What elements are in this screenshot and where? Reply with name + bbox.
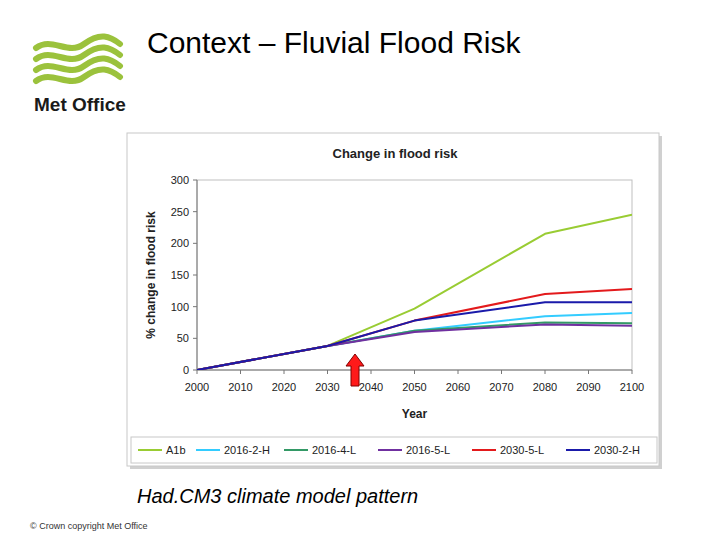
- y-tick-label: 200: [171, 237, 189, 249]
- x-tick-label: 2100: [620, 381, 644, 393]
- y-tick-label: 100: [171, 301, 189, 313]
- y-tick: [193, 211, 197, 212]
- legend-swatch: [138, 449, 162, 451]
- x-axis: [197, 370, 632, 371]
- x-tick-label: 2090: [576, 381, 600, 393]
- caption: Had.CM3 climate model pattern: [137, 485, 418, 507]
- x-tick-label: 2000: [185, 381, 209, 393]
- legend-label: 2016-4-L: [312, 444, 356, 456]
- x-tick-label: 2070: [489, 381, 513, 393]
- y-tick-label: 250: [171, 206, 189, 218]
- legend-label: A1b: [166, 444, 186, 456]
- x-tick: [327, 370, 328, 374]
- x-tick: [414, 370, 415, 374]
- x-tick: [371, 370, 372, 374]
- x-tick-label: 2010: [228, 381, 252, 393]
- plot-frame: [197, 180, 632, 370]
- x-tick-label: 2040: [359, 381, 383, 393]
- y-tick-label: 50: [177, 332, 189, 344]
- slide-title: Context – Fluvial Flood Risk: [147, 26, 521, 59]
- y-axis-label: % change in flood risk: [144, 211, 158, 339]
- legend-swatch: [472, 449, 496, 451]
- y-tick: [193, 243, 197, 244]
- y-tick: [193, 180, 197, 181]
- x-tick: [240, 370, 241, 374]
- series-line: [197, 302, 632, 370]
- x-tick-label: 2030: [315, 381, 339, 393]
- legend-label: 2030-5-L: [500, 444, 544, 456]
- x-tick-label: 2020: [272, 381, 296, 393]
- series-line: [197, 215, 632, 370]
- series-line: [197, 323, 632, 371]
- series-line: [197, 289, 632, 370]
- legend-label: 2016-5-L: [406, 444, 450, 456]
- series-line: [197, 324, 632, 370]
- y-tick: [193, 338, 197, 339]
- y-tick: [193, 306, 197, 307]
- slide: Met Office Context – Fluvial Flood Risk Ch…: [0, 0, 720, 540]
- chart-title: Change in flood risk: [333, 146, 459, 161]
- legend-box: [131, 437, 657, 463]
- legend-swatch: [284, 449, 308, 451]
- x-tick: [458, 370, 459, 374]
- legend-swatch: [378, 449, 402, 451]
- y-axis: [197, 180, 198, 370]
- footer: © Crown copyright Met Office: [30, 521, 148, 531]
- x-tick: [197, 370, 198, 374]
- legend-swatch: [566, 449, 590, 451]
- x-tick: [501, 370, 502, 374]
- y-tick: [193, 370, 197, 371]
- chart-box: [127, 133, 659, 466]
- arrow: [346, 354, 364, 386]
- x-tick-label: 2050: [402, 381, 426, 393]
- legend-swatch: [196, 449, 220, 451]
- y-tick-label: 300: [171, 174, 189, 186]
- series-group: [197, 215, 632, 370]
- x-axis-label: Year: [402, 407, 428, 421]
- x-tick: [632, 370, 633, 374]
- y-tick-label: 150: [171, 269, 189, 281]
- logo-text: Met Office: [34, 94, 126, 115]
- legend-label: 2016-2-H: [224, 444, 270, 456]
- x-tick: [284, 370, 285, 374]
- x-tick: [588, 370, 589, 374]
- x-tick: [545, 370, 546, 374]
- y-tick-label: 0: [183, 364, 189, 376]
- logo-wave: [36, 69, 120, 81]
- logo: Met Office: [34, 36, 126, 115]
- x-tick-label: 2060: [446, 381, 470, 393]
- y-tick: [193, 275, 197, 276]
- legend-label: 2030-2-H: [594, 444, 640, 456]
- x-tick-label: 2080: [533, 381, 557, 393]
